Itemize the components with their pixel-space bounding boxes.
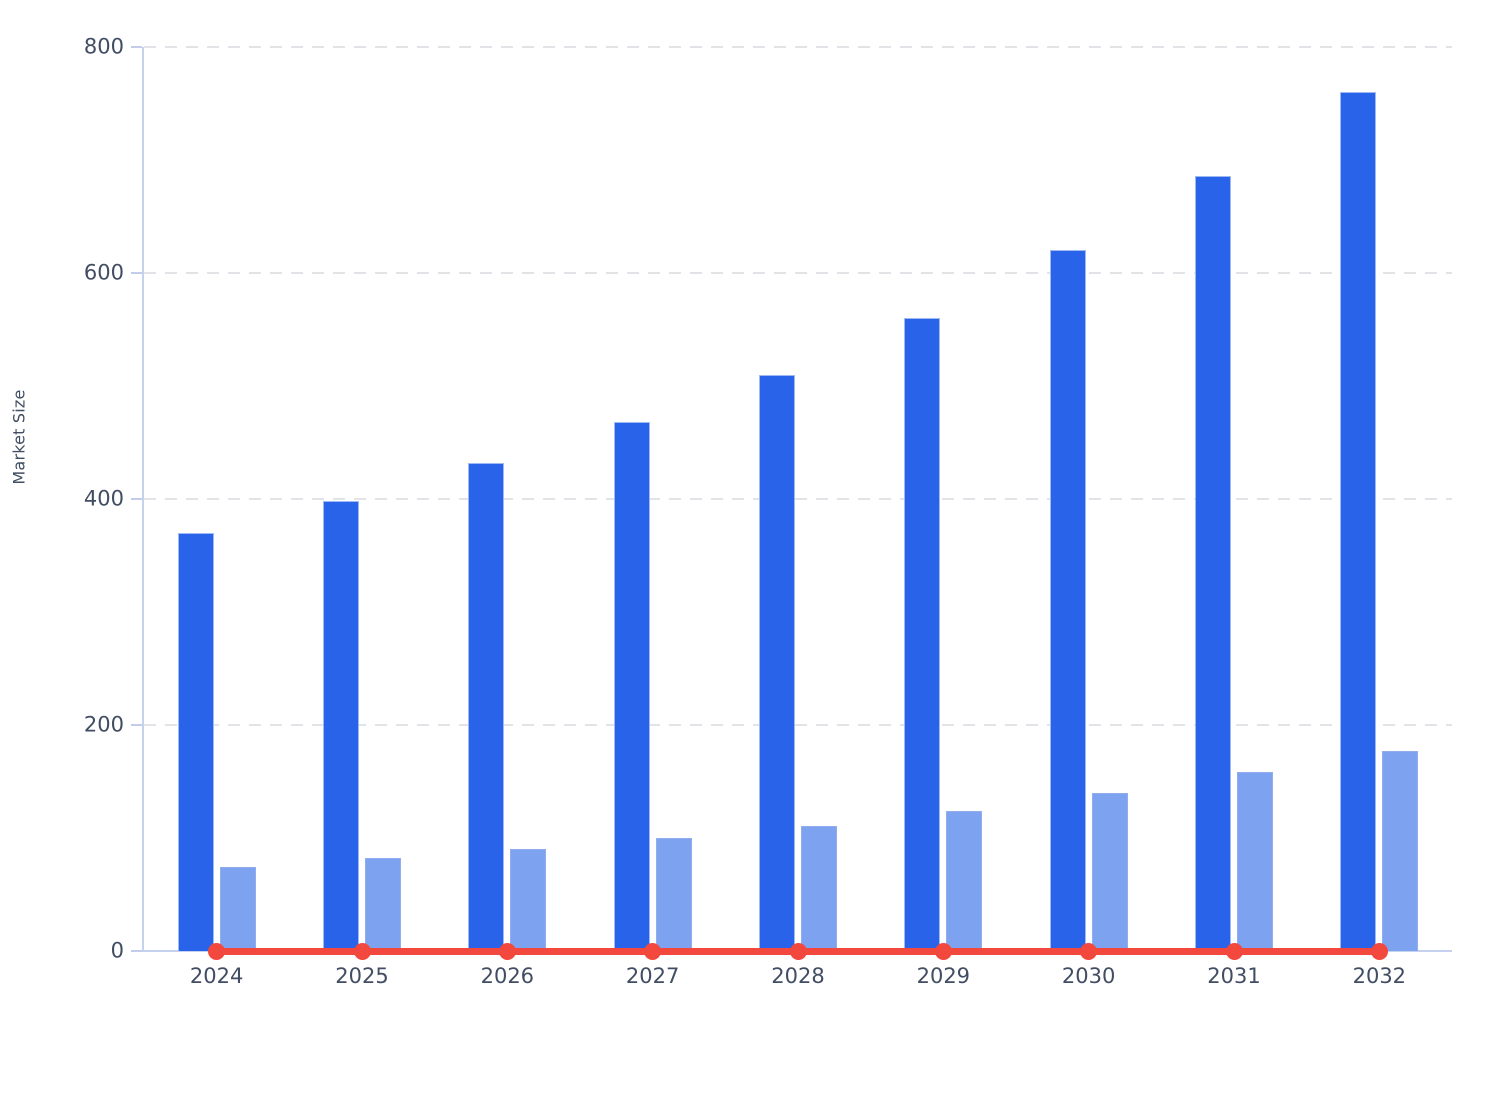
- marker-dot-2028[interactable]: [789, 942, 807, 960]
- bar-2030-primary[interactable]: [1049, 250, 1086, 951]
- gridline-400: [144, 498, 1452, 500]
- x-tick-label-2026: 2026: [480, 964, 535, 988]
- bar-2026-primary[interactable]: [468, 462, 505, 951]
- bar-2031-primary[interactable]: [1195, 175, 1231, 951]
- marker-dot-2024[interactable]: [208, 942, 226, 960]
- x-tick-label-2029: 2029: [916, 964, 971, 988]
- gridline-600: [144, 272, 1452, 274]
- x-tick-label-2032: 2032: [1352, 964, 1407, 988]
- y-tick-label-200: 200: [83, 712, 124, 737]
- bar-2024-secondary[interactable]: [219, 867, 256, 951]
- marker-dot-2032[interactable]: [1370, 942, 1388, 960]
- y-axis-tick-0: [131, 950, 142, 952]
- y-axis-title: Market Size: [9, 389, 29, 485]
- bar-2032-primary[interactable]: [1340, 92, 1377, 951]
- y-axis-tick-400: [131, 498, 142, 500]
- plot-area: 0 200 400 600 800 2024 2025 2026 2027 2028 2029 203…: [84, 36, 1452, 988]
- bar-2029-secondary[interactable]: [946, 810, 983, 951]
- gridline-200: [144, 724, 1452, 726]
- x-tick-label-2025: 2025: [335, 964, 389, 988]
- bar-2028-primary[interactable]: [759, 374, 795, 951]
- marker-dot-2029[interactable]: [934, 942, 952, 960]
- bar-2027-secondary[interactable]: [655, 838, 692, 951]
- y-axis-tick-200: [131, 724, 142, 726]
- y-tick-label-600: 600: [83, 260, 124, 285]
- bar-2026-secondary[interactable]: [510, 849, 547, 951]
- bar-2025-secondary[interactable]: [365, 858, 401, 951]
- gridline-800: [144, 46, 1452, 48]
- marker-dot-2030[interactable]: [1080, 942, 1098, 960]
- marker-dot-2031[interactable]: [1225, 942, 1243, 960]
- bar-2031-secondary[interactable]: [1237, 772, 1273, 951]
- bar-2030-secondary[interactable]: [1091, 792, 1128, 951]
- bar-2025-primary[interactable]: [323, 501, 359, 951]
- y-tick-label-0: 0: [110, 938, 124, 963]
- x-tick-label-2024: 2024: [189, 964, 244, 988]
- bar-2027-primary[interactable]: [613, 422, 650, 951]
- bar-2032-secondary[interactable]: [1382, 750, 1419, 951]
- bar-2024-primary[interactable]: [177, 532, 214, 951]
- x-tick-label-2031: 2031: [1207, 964, 1261, 988]
- bar-2029-primary[interactable]: [904, 318, 941, 951]
- x-tick-label-2027: 2027: [625, 964, 680, 988]
- x-tick-label-2030: 2030: [1061, 964, 1116, 988]
- y-axis-tick-600: [131, 272, 142, 274]
- marker-dot-2026[interactable]: [498, 942, 516, 960]
- bar-2028-secondary[interactable]: [801, 825, 837, 951]
- x-tick-label-2028: 2028: [771, 964, 825, 988]
- marker-dot-2027[interactable]: [644, 942, 662, 960]
- y-axis-line: [142, 47, 144, 951]
- marker-dot-2025[interactable]: [353, 942, 371, 960]
- y-tick-label-800: 800: [83, 34, 124, 59]
- y-axis-tick-800: [131, 46, 142, 48]
- y-tick-label-400: 400: [83, 486, 124, 511]
